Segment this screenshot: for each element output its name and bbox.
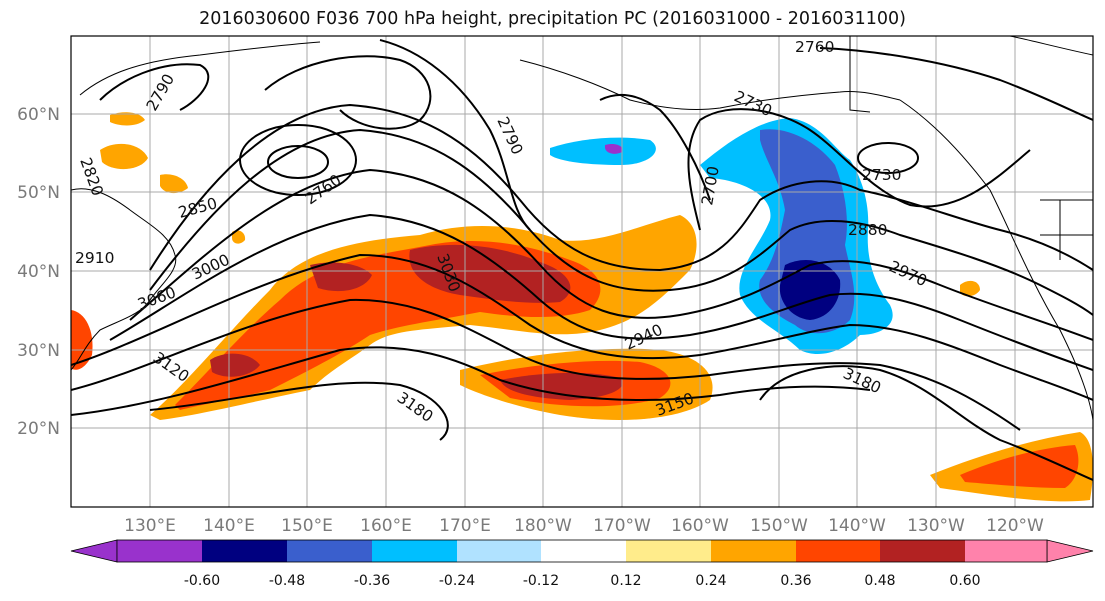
latitude-label: 20°N [17,419,60,439]
colorbar-segment [965,540,1047,562]
colorbar-segment [880,540,965,562]
colorbar-extend-high [1046,539,1094,563]
colorbar-tick-label: -0.36 [354,573,390,589]
latitude-axis: 60°N 50°N 40°N 30°N 20°N [17,105,60,439]
contour-label: 2730 [862,166,901,184]
longitude-label: 170°W [593,516,651,536]
latitude-label: 30°N [17,341,60,361]
longitude-label: 140°W [828,516,886,536]
colorbar-tick-label: 0.60 [949,573,980,589]
longitude-label: 160°E [360,516,412,536]
height-contours [71,39,1093,481]
latitude-label: 40°N [17,262,60,282]
longitude-label: 160°W [671,516,729,536]
precip-positive-shading [71,112,1093,502]
colorbar-segment [711,540,796,562]
colorbar-tick-label: -0.24 [439,573,475,589]
longitude-label: 130°W [907,516,965,536]
longitude-axis: 130°E 140°E 150°E 160°E 170°E 180°W 170°… [124,516,1044,536]
colorbar-segment [287,540,372,562]
contour-label: 2910 [75,249,114,267]
longitude-label: 150°E [281,516,333,536]
contour-label: 2760 [795,38,834,56]
colorbar-tick-label: -0.12 [523,573,559,589]
longitude-label: 130°E [124,516,176,536]
colorbar-tick-label: 0.36 [780,573,811,589]
longitude-label: 140°E [203,516,255,536]
colorbar-tick-label: 0.48 [864,573,895,589]
longitude-label: 180°W [514,516,572,536]
colorbar-extend-low [70,539,118,563]
map-title: 2016030600 F036 700 hPa height, precipit… [199,9,906,29]
colorbar-segment [796,540,880,562]
colorbar-segment [117,540,202,562]
graticule [71,36,1093,507]
colorbar-tick-label: -0.48 [269,573,305,589]
contour-label: 2880 [848,221,887,239]
latitude-label: 50°N [17,183,60,203]
colorbar-segment [457,540,541,562]
map-frame [70,35,1094,508]
colorbar-tick-label: 0.12 [610,573,641,589]
colorbar-segment [372,540,457,562]
colorbar-tick-label: -0.60 [184,573,220,589]
colorbar-segment [626,540,711,562]
colorbar-segment [202,540,287,562]
colorbar-tick-label: 0.24 [695,573,726,589]
colorbar-segment [541,540,626,562]
coastlines [71,36,1093,421]
colorbar: -0.60 -0.48 -0.36 -0.24 -0.12 0.12 0.24 … [70,539,1094,589]
latitude-label: 60°N [17,105,60,125]
longitude-label: 170°E [439,516,491,536]
longitude-label: 150°W [750,516,808,536]
longitude-label: 120°W [986,516,1044,536]
